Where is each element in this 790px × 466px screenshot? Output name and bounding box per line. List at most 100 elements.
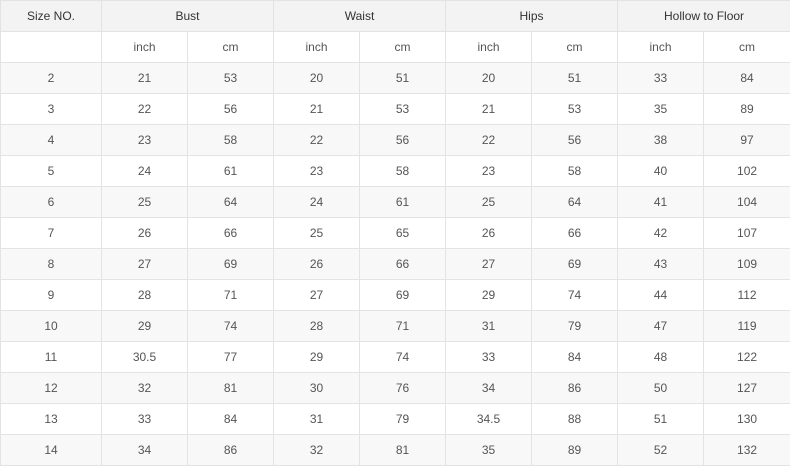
- cell-hips-cm: 56: [531, 124, 619, 156]
- cell-bust-cm: 69: [186, 248, 275, 280]
- cell-size: 5: [0, 155, 102, 187]
- cell-waist-cm: 53: [359, 93, 447, 125]
- cell-bust-cm: 84: [186, 403, 275, 435]
- cell-hollow-inch: 52: [617, 434, 705, 466]
- cell-size: 7: [0, 217, 102, 249]
- cell-hollow-inch: 33: [617, 62, 705, 94]
- header-hips: Hips: [445, 0, 619, 32]
- cell-hollow-inch: 51: [617, 403, 705, 435]
- cell-hips-inch: 35: [445, 434, 533, 466]
- unit-inch: inch: [273, 31, 361, 63]
- cell-hips-cm: 88: [531, 403, 619, 435]
- cell-hips-inch: 23: [445, 155, 533, 187]
- cell-bust-inch: 34: [101, 434, 188, 466]
- cell-hips-cm: 66: [531, 217, 619, 249]
- cell-bust-inch: 30.5: [101, 341, 188, 373]
- cell-waist-inch: 22: [273, 124, 361, 156]
- table-row: 3 22 56 21 53 21 53 35 89: [0, 93, 790, 125]
- cell-hollow-inch: 47: [617, 310, 705, 342]
- cell-hips-inch: 26: [445, 217, 533, 249]
- table-row: 6 25 64 24 61 25 64 41 104: [0, 186, 790, 218]
- cell-waist-cm: 76: [359, 372, 447, 404]
- cell-hollow-cm: 107: [703, 217, 790, 249]
- cell-bust-cm: 58: [186, 124, 275, 156]
- cell-hollow-inch: 50: [617, 372, 705, 404]
- cell-waist-cm: 69: [359, 279, 447, 311]
- cell-hollow-inch: 41: [617, 186, 705, 218]
- cell-waist-cm: 58: [359, 155, 447, 187]
- cell-hollow-cm: 104: [703, 186, 790, 218]
- cell-waist-inch: 24: [273, 186, 361, 218]
- cell-bust-cm: 61: [186, 155, 275, 187]
- cell-waist-cm: 71: [359, 310, 447, 342]
- table-row: 14 34 86 32 81 35 89 52 132: [0, 434, 790, 466]
- header-row: Size NO. Bust Waist Hips Hollow to Floor: [0, 0, 790, 32]
- cell-hollow-cm: 109: [703, 248, 790, 280]
- cell-bust-inch: 22: [101, 93, 188, 125]
- table-row: 2 21 53 20 51 20 51 33 84: [0, 62, 790, 94]
- cell-hips-cm: 84: [531, 341, 619, 373]
- cell-hollow-cm: 112: [703, 279, 790, 311]
- table-row: 10 29 74 28 71 31 79 47 119: [0, 310, 790, 342]
- cell-waist-cm: 79: [359, 403, 447, 435]
- cell-bust-inch: 28: [101, 279, 188, 311]
- cell-hips-inch: 31: [445, 310, 533, 342]
- cell-waist-inch: 32: [273, 434, 361, 466]
- header-size: Size NO.: [0, 0, 102, 32]
- cell-bust-cm: 86: [186, 434, 275, 466]
- cell-hollow-cm: 119: [703, 310, 790, 342]
- cell-waist-inch: 31: [273, 403, 361, 435]
- cell-waist-inch: 28: [273, 310, 361, 342]
- cell-bust-inch: 21: [101, 62, 188, 94]
- cell-waist-inch: 29: [273, 341, 361, 373]
- cell-hips-inch: 29: [445, 279, 533, 311]
- unit-inch: inch: [445, 31, 533, 63]
- cell-waist-cm: 74: [359, 341, 447, 373]
- cell-size: 4: [0, 124, 102, 156]
- cell-hips-cm: 89: [531, 434, 619, 466]
- cell-waist-inch: 21: [273, 93, 361, 125]
- table-row: 7 26 66 25 65 26 66 42 107: [0, 217, 790, 249]
- cell-waist-inch: 23: [273, 155, 361, 187]
- cell-waist-inch: 26: [273, 248, 361, 280]
- cell-size: 11: [0, 341, 102, 373]
- cell-hollow-cm: 84: [703, 62, 790, 94]
- cell-bust-cm: 77: [186, 341, 275, 373]
- cell-size: 14: [0, 434, 102, 466]
- cell-hips-inch: 34: [445, 372, 533, 404]
- header-waist: Waist: [273, 0, 447, 32]
- cell-hollow-inch: 42: [617, 217, 705, 249]
- table-row: 11 30.5 77 29 74 33 84 48 122: [0, 341, 790, 373]
- cell-hollow-cm: 89: [703, 93, 790, 125]
- cell-hips-cm: 74: [531, 279, 619, 311]
- unit-cm: cm: [186, 31, 275, 63]
- unit-row: inch cm inch cm inch cm inch cm: [0, 31, 790, 63]
- cell-bust-cm: 53: [186, 62, 275, 94]
- cell-hollow-inch: 43: [617, 248, 705, 280]
- cell-size: 6: [0, 186, 102, 218]
- cell-bust-inch: 27: [101, 248, 188, 280]
- unit-cm: cm: [359, 31, 447, 63]
- cell-waist-cm: 66: [359, 248, 447, 280]
- cell-hollow-cm: 102: [703, 155, 790, 187]
- cell-bust-cm: 71: [186, 279, 275, 311]
- cell-hips-cm: 79: [531, 310, 619, 342]
- unit-blank: [0, 31, 102, 63]
- cell-hollow-cm: 130: [703, 403, 790, 435]
- cell-bust-inch: 25: [101, 186, 188, 218]
- unit-cm: cm: [703, 31, 790, 63]
- cell-bust-inch: 24: [101, 155, 188, 187]
- cell-hips-inch: 25: [445, 186, 533, 218]
- cell-size: 8: [0, 248, 102, 280]
- cell-bust-inch: 29: [101, 310, 188, 342]
- table-row: 8 27 69 26 66 27 69 43 109: [0, 248, 790, 280]
- cell-hips-cm: 53: [531, 93, 619, 125]
- header-bust: Bust: [100, 0, 275, 32]
- cell-hips-cm: 64: [531, 186, 619, 218]
- table-row: 9 28 71 27 69 29 74 44 112: [0, 279, 790, 311]
- cell-bust-inch: 33: [101, 403, 188, 435]
- cell-bust-cm: 64: [186, 186, 275, 218]
- cell-bust-cm: 74: [186, 310, 275, 342]
- unit-inch: inch: [101, 31, 188, 63]
- table-row: 13 33 84 31 79 34.5 88 51 130: [0, 403, 790, 435]
